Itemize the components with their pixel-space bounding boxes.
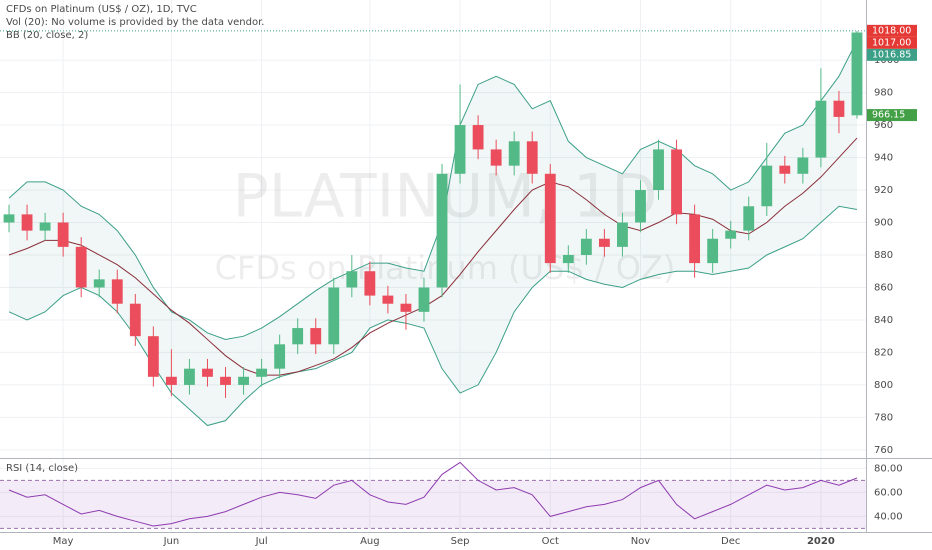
x-tick-label: Nov — [631, 536, 651, 547]
candle-body — [797, 157, 809, 174]
x-tick-label: Sep — [451, 536, 470, 547]
x-tick-label: Dec — [721, 536, 740, 547]
candle-body — [707, 238, 719, 264]
candle-body — [508, 141, 520, 166]
candle-body — [779, 165, 791, 174]
candle-body — [472, 125, 484, 150]
candle-body — [544, 173, 556, 264]
candle-body — [743, 206, 755, 231]
x-tick-label: 2020 — [807, 536, 835, 547]
rsi-label: RSI (14, close) — [6, 463, 78, 474]
candle-body — [562, 254, 574, 264]
y-tick-label: 940 — [874, 153, 893, 164]
price-badge — [867, 36, 917, 49]
candle-body — [346, 271, 358, 288]
candle-body — [310, 328, 322, 345]
candle-body — [328, 287, 340, 345]
candle-body — [436, 173, 448, 288]
candle-body — [617, 222, 628, 247]
rsi-band — [0, 480, 866, 529]
candle-body — [364, 271, 376, 296]
candle-body — [761, 165, 773, 207]
bb-upper — [8, 40, 858, 340]
candle-body — [220, 376, 231, 385]
x-tick-label: Jun — [163, 536, 180, 547]
candle-body — [815, 100, 827, 158]
candle-body — [851, 32, 863, 116]
candle-body — [184, 368, 195, 385]
candle-body — [129, 303, 141, 337]
price-badge-label: 1017.00 — [872, 37, 911, 48]
y-tick-label: 760 — [874, 445, 893, 456]
price-badge — [867, 109, 917, 122]
candle-body — [93, 279, 105, 288]
candle-body — [274, 344, 286, 369]
candle-body — [725, 230, 737, 239]
rsi-line — [8, 461, 858, 527]
candle-body — [202, 368, 213, 377]
y-tick-label: 820 — [874, 347, 893, 358]
candle-body — [57, 222, 69, 247]
y-tick-label: 980 — [874, 88, 893, 99]
candle-body — [689, 214, 701, 264]
candle-body — [256, 368, 268, 377]
y-tick-label: 840 — [874, 315, 893, 326]
y-tick-label: 880 — [874, 250, 893, 261]
y-tick-label: 780 — [874, 412, 893, 423]
chart-title: CFDs on Platinum (US$ / OZ), 1D, TVC — [6, 4, 197, 15]
rsi-tick-label: 60.00 — [874, 487, 903, 498]
band-fill — [9, 40, 857, 426]
candle-body — [382, 295, 394, 304]
x-tick-label: Oct — [542, 536, 559, 547]
candle-body — [21, 214, 33, 231]
candle-body — [833, 100, 845, 117]
candle-body — [635, 190, 646, 223]
candle-body — [165, 376, 177, 385]
candle-body — [39, 222, 51, 231]
price-badge-label: 966.15 — [872, 110, 905, 121]
candle-body — [3, 214, 15, 223]
y-tick-label: 960 — [874, 120, 893, 131]
plot — [3, 30, 863, 427]
price-badge — [867, 48, 917, 61]
indicator-label: BB (20, close, 2) — [6, 30, 88, 41]
candle-body — [418, 287, 430, 312]
price-badge-label: 1018.00 — [872, 25, 911, 36]
candle-body — [292, 328, 304, 345]
x-tick-label: May — [53, 536, 74, 547]
candle-body — [671, 149, 682, 215]
candle-body — [598, 238, 610, 247]
candle-body — [526, 141, 538, 174]
rsi-tick-label: 80.00 — [874, 463, 903, 474]
candle-body — [490, 149, 502, 166]
candle-body — [653, 149, 664, 191]
price-badge — [867, 24, 917, 37]
candle-body — [580, 238, 592, 255]
candle-body — [111, 279, 123, 304]
x-tick-label: Jul — [255, 536, 268, 547]
rsi-tick-label: 40.00 — [874, 511, 903, 522]
candle-body — [238, 376, 249, 385]
y-tick-label: 920 — [874, 185, 893, 196]
y-tick-label: 900 — [874, 218, 893, 229]
candle-body — [75, 246, 87, 288]
candle-body — [454, 125, 466, 174]
subtitle: Vol (20): No volume is provided by the d… — [6, 17, 264, 28]
y-tick-label: 800 — [874, 380, 893, 391]
bb-middle — [8, 137, 858, 376]
price-badge-label: 1016.85 — [872, 49, 911, 60]
x-tick-label: Aug — [360, 536, 380, 547]
y-tick-label: 860 — [874, 282, 893, 293]
candle-body — [400, 303, 412, 312]
candle-body — [147, 336, 159, 377]
